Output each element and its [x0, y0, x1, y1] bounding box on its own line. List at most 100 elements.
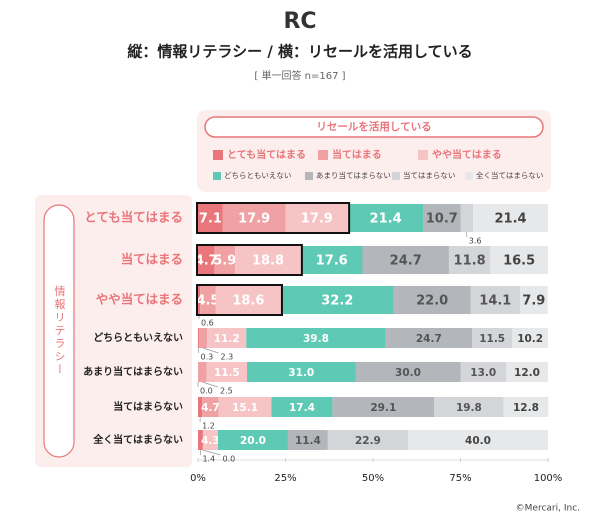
- value-label: 7.1: [199, 212, 222, 227]
- legend-swatch: [465, 172, 473, 180]
- value-label: 12.0: [514, 367, 540, 379]
- x-tick-label: 100%: [534, 473, 563, 484]
- bar-segment: [198, 286, 201, 314]
- x-tick-label: 50%: [362, 473, 384, 484]
- bar-segment: [217, 430, 288, 450]
- value-label: 11.2: [214, 333, 240, 345]
- y-tick-label: とても当てはまる: [84, 210, 183, 225]
- value-label: 15.1: [232, 402, 258, 414]
- value-label: 4.7: [201, 402, 220, 414]
- value-label: 0.0: [200, 387, 213, 396]
- bar-segment: [460, 204, 474, 232]
- credit: ©Mercari, Inc.: [516, 504, 580, 514]
- x-tick-label: 0%: [190, 473, 206, 484]
- bar-segment: [235, 246, 301, 274]
- bar-segment: [198, 430, 203, 450]
- bar-segment: [423, 204, 461, 232]
- legend-title-box: [204, 116, 544, 138]
- x-tick-label: 25%: [274, 473, 296, 484]
- value-label: 24.7: [390, 254, 422, 269]
- value-label: 22.9: [355, 435, 381, 447]
- value-label: 0.0: [222, 455, 235, 464]
- bar-segment: [503, 397, 549, 417]
- bar-segment: [460, 362, 506, 382]
- y-tick-label: 当てはまらない: [113, 400, 183, 413]
- legend-swatch: [305, 172, 313, 180]
- highlight-box: [196, 202, 351, 234]
- y-tick-label: どちらともいえない: [93, 331, 183, 344]
- value-label: 32.2: [321, 294, 353, 309]
- bar-segment: [300, 246, 363, 274]
- value-label: 11.5: [214, 367, 240, 379]
- legend-label: とても当てはまる: [227, 148, 306, 161]
- value-label: 18.6: [232, 294, 264, 309]
- value-label: 10.2: [517, 333, 543, 345]
- value-label: 18.8: [252, 254, 284, 269]
- y-group-label: 情報リテラシー: [53, 285, 66, 376]
- value-label: 5.9: [213, 254, 236, 269]
- y-tick-label: 全く当てはまらない: [92, 433, 183, 446]
- bar-segment: [247, 362, 356, 382]
- value-label: 40.0: [465, 435, 491, 447]
- bar-segment: [218, 397, 272, 417]
- bar-segment: [198, 328, 200, 348]
- value-label: 17.9: [301, 212, 333, 227]
- bar-segment: [393, 286, 471, 314]
- bar-segment: [448, 246, 491, 274]
- bar-segment: [222, 204, 286, 232]
- highlight-box: [196, 244, 303, 276]
- bar-segment: [198, 246, 215, 274]
- bar-segment: [285, 204, 349, 232]
- bar-segment: [206, 362, 247, 382]
- y-tick-label: 当てはまる: [121, 252, 183, 267]
- value-label: 10.7: [426, 212, 458, 227]
- bar-segment: [362, 246, 449, 274]
- legend-swatch: [392, 172, 400, 180]
- value-label: 4.5: [196, 294, 219, 309]
- bar-segment: [408, 430, 548, 450]
- bar-segment: [506, 362, 548, 382]
- value-label: 11.5: [479, 333, 505, 345]
- bar-segment: [473, 204, 548, 232]
- bar-segment: [327, 430, 408, 450]
- bar-segment: [332, 397, 435, 417]
- value-label: 3.6: [469, 237, 482, 246]
- value-label: 21.4: [370, 212, 402, 227]
- value-label: 17.4: [289, 402, 315, 414]
- legend-swatch: [318, 150, 328, 160]
- bar-segment: [434, 397, 504, 417]
- bar-segment: [470, 286, 520, 314]
- legend-label: 当てはまらない: [403, 170, 455, 180]
- legend-swatch: [418, 150, 428, 160]
- value-label: 17.6: [316, 254, 348, 269]
- bar-segment: [472, 328, 513, 348]
- value-label: 1.2: [202, 422, 215, 431]
- value-label: 2.3: [221, 353, 234, 362]
- leader-line: [202, 347, 219, 354]
- bar-segment: [207, 328, 247, 348]
- bar-segment: [280, 286, 394, 314]
- logo: RC: [283, 9, 316, 34]
- bar-segment: [490, 246, 548, 274]
- leader-line: [202, 381, 219, 388]
- value-label: 0.3: [201, 353, 214, 362]
- value-label: 13.0: [470, 367, 496, 379]
- bar-segment: [520, 286, 548, 314]
- value-label: 2.5: [220, 387, 233, 396]
- value-label: 21.4: [495, 212, 527, 227]
- value-label: 17.9: [238, 212, 270, 227]
- value-label: 24.7: [416, 333, 442, 345]
- leader-line: [202, 449, 221, 456]
- bar-segment: [348, 204, 424, 232]
- highlight-box: [196, 284, 283, 316]
- value-label: 14.1: [479, 294, 511, 309]
- bar-segment: [214, 246, 236, 274]
- value-label: 29.1: [370, 402, 396, 414]
- value-label: 7.9: [522, 294, 545, 309]
- value-label: 4.7: [195, 254, 218, 269]
- value-label: 20.0: [240, 435, 266, 447]
- bar-segment: [512, 328, 548, 348]
- bar-segment: [198, 362, 207, 382]
- value-label: 1.4: [202, 455, 215, 464]
